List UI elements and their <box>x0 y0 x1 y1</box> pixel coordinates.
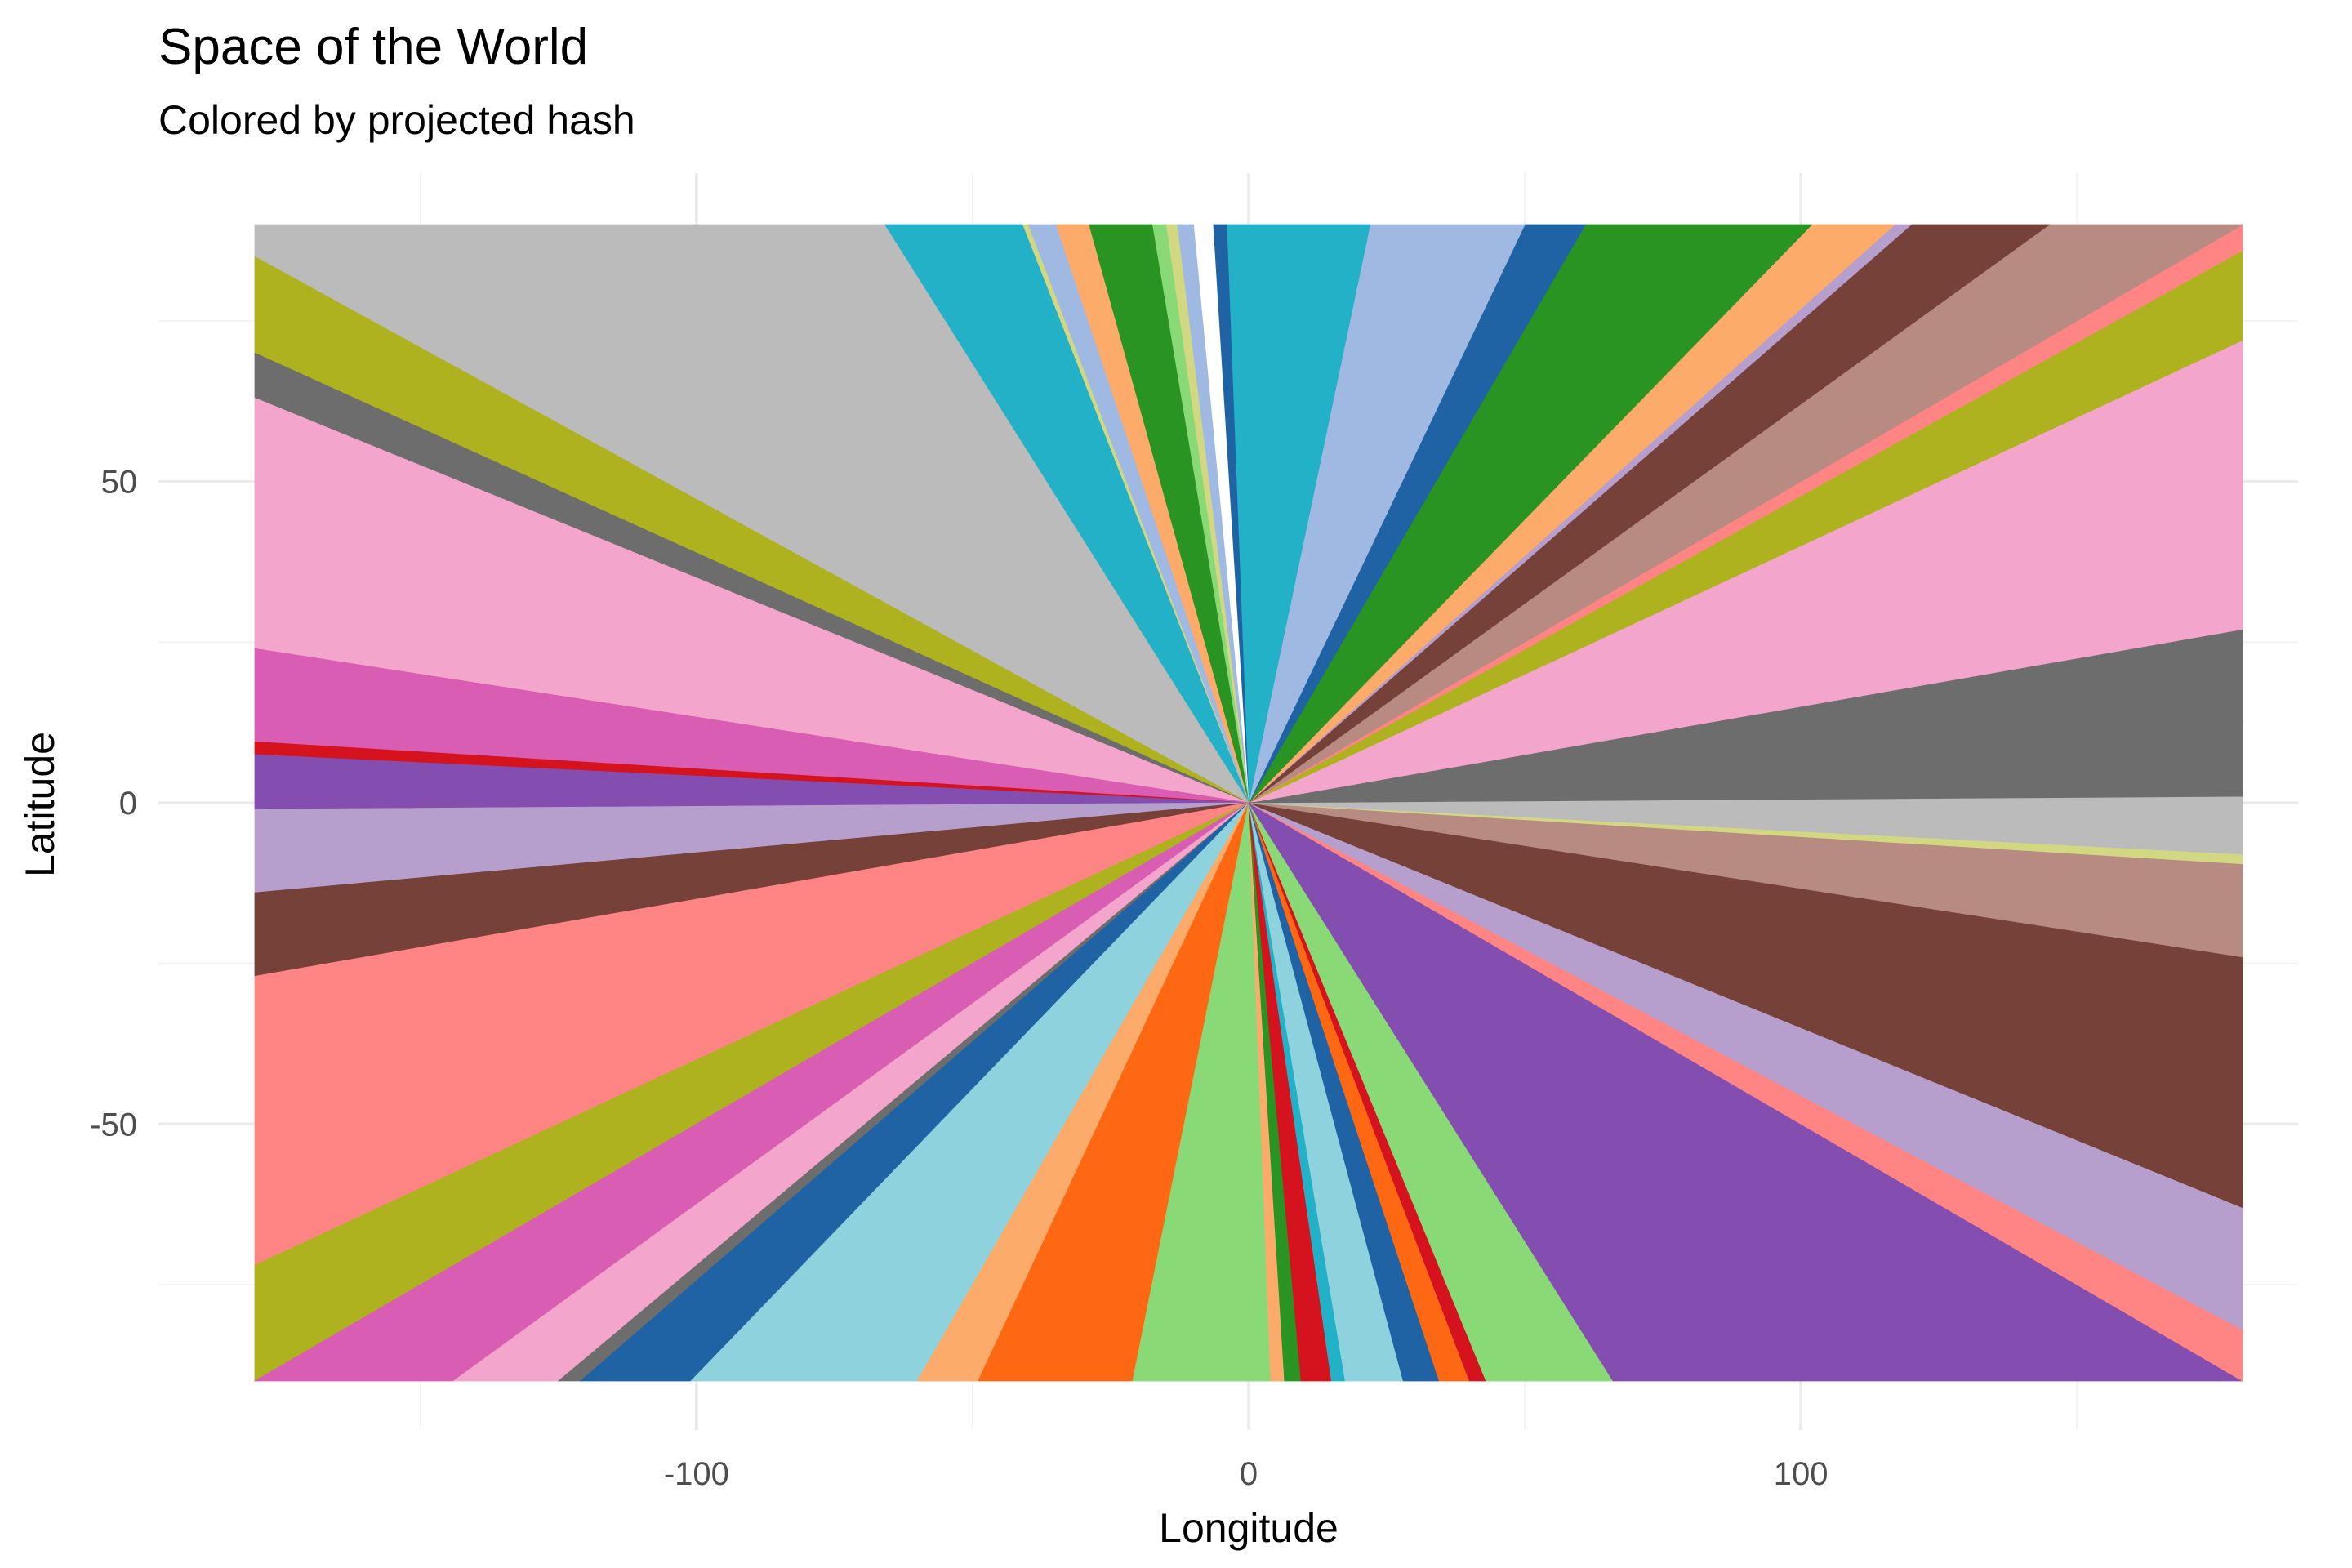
y-axis-title: Latitude <box>17 732 63 877</box>
chart-title: Space of the World <box>158 19 588 75</box>
x-tick-label: 0 <box>1240 1456 1258 1492</box>
y-tick-label: 50 <box>101 465 138 501</box>
y-tick-label: -50 <box>90 1107 137 1143</box>
x-tick-label: 100 <box>1774 1456 1829 1492</box>
x-axis-title: Longitude <box>1159 1505 1339 1551</box>
x-tick-label: -100 <box>664 1456 729 1492</box>
chart-subtitle: Colored by projected hash <box>158 97 635 143</box>
hash-sector <box>1248 719 2243 804</box>
y-tick-label: 0 <box>119 786 137 822</box>
hash-sectors <box>253 224 2244 1382</box>
tick-labels: -100 0 100 50 0 -50 <box>90 465 1828 1492</box>
